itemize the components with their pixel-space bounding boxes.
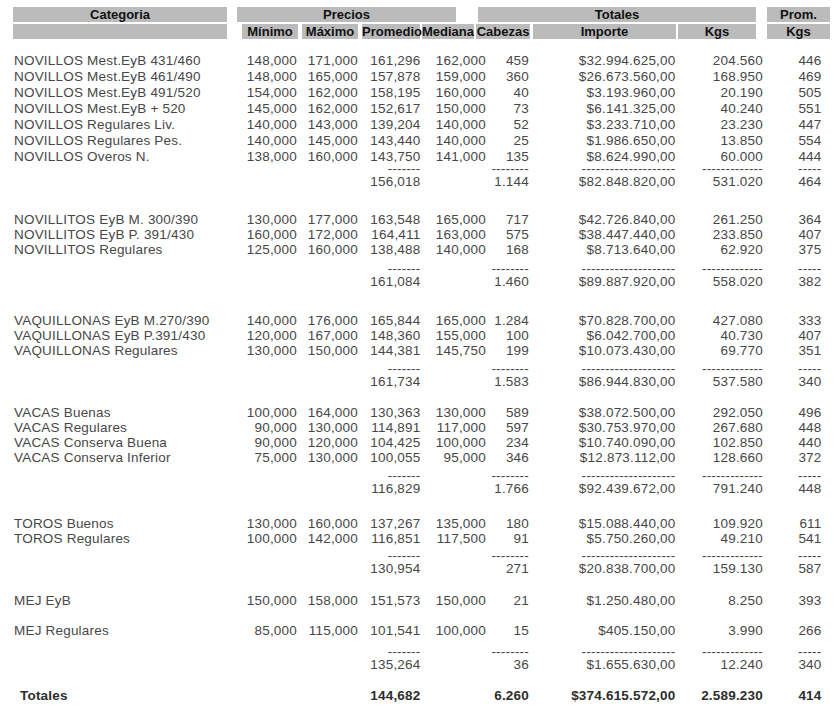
dash-cab: -------- (369, 549, 529, 562)
value-pkg: 554 (662, 134, 822, 147)
category-label: TOROS Buenos (14, 517, 114, 530)
value-pkg: 393 (662, 594, 822, 607)
value-pkg: 340 (662, 375, 822, 388)
value-pkg: 447 (662, 118, 822, 131)
value-cab: 717 (369, 213, 529, 226)
dash-pkg: ----- (662, 469, 822, 482)
value-pkg: 551 (662, 102, 822, 115)
header-categoria-spacer (13, 24, 227, 39)
value-cab: 21 (369, 594, 529, 607)
value-pkg: 505 (662, 86, 822, 99)
value-cab: 25 (369, 134, 529, 147)
category-label: MEJ Regulares (14, 624, 109, 637)
value-pkg: 448 (662, 482, 822, 495)
value-pkg: 266 (662, 624, 822, 637)
value-pkg: 340 (662, 658, 822, 671)
value-cab: 589 (369, 406, 529, 419)
value-cab: 1.460 (369, 275, 529, 288)
value-cab: 180 (369, 517, 529, 530)
value-cab: 459 (369, 54, 529, 67)
market-report-table: Categoria Precios Totales Prom. Mínimo M… (0, 0, 838, 728)
value-cab: 15 (369, 624, 529, 637)
value-pkg: 351 (662, 344, 822, 357)
value-pkg: 440 (662, 436, 822, 449)
header-maximo: Máximo (302, 24, 358, 39)
value-cab: 234 (369, 436, 529, 449)
value-cab: 1.583 (369, 375, 529, 388)
value-cab: 1.766 (369, 482, 529, 495)
value-pkg: 407 (662, 329, 822, 342)
value-cab: 168 (369, 243, 529, 256)
category-label: VACAS Buenas (14, 406, 111, 419)
header-totales: Totales (478, 7, 756, 22)
value-cab: 271 (369, 562, 529, 575)
value-pkg: 382 (662, 275, 822, 288)
value-pkg: 372 (662, 451, 822, 464)
value-pkg: 464 (662, 175, 822, 188)
value-cab: 360 (369, 70, 529, 83)
value-pkg: 469 (662, 70, 822, 83)
value-pkg: 541 (662, 532, 822, 545)
dash-pkg: ----- (662, 549, 822, 562)
header-minimo: Mínimo (242, 24, 298, 39)
header-mediana: Mediana (422, 24, 474, 39)
value-pkg: 448 (662, 421, 822, 434)
header-promedio: Promedio (362, 24, 420, 39)
header-importe: Importe (533, 24, 676, 39)
header-prom: Prom. (767, 7, 830, 22)
value-cab: 100 (369, 329, 529, 342)
value-pkg: 496 (662, 406, 822, 419)
value-cab: 6.260 (369, 689, 529, 702)
header-kgs: Kgs (678, 24, 756, 39)
value-cab: 36 (369, 658, 529, 671)
value-cab: 73 (369, 102, 529, 115)
dash-cab: -------- (369, 469, 529, 482)
header-precios: Precios (237, 7, 456, 22)
value-pkg: 446 (662, 54, 822, 67)
value-cab: 346 (369, 451, 529, 464)
value-cab: 52 (369, 118, 529, 131)
value-cab: 575 (369, 228, 529, 241)
header-categoria: Categoria (13, 7, 227, 22)
value-pkg: 611 (662, 517, 822, 530)
value-pkg: 587 (662, 562, 822, 575)
header-prom-kgs: Kgs (767, 24, 830, 39)
dash-cab: -------- (369, 645, 529, 658)
value-cab: 199 (369, 344, 529, 357)
value-cab: 40 (369, 86, 529, 99)
dash-pkg: ----- (662, 645, 822, 658)
value-pkg: 414 (662, 689, 822, 702)
value-cab: 597 (369, 421, 529, 434)
value-cab: 91 (369, 532, 529, 545)
value-pkg: 407 (662, 228, 822, 241)
value-pkg: 375 (662, 243, 822, 256)
value-cab: 1.144 (369, 175, 529, 188)
category-label: MEJ EyB (14, 594, 71, 607)
totals-label: Totales (20, 689, 68, 702)
value-pkg: 364 (662, 213, 822, 226)
header-cabezas: Cabezas (476, 24, 530, 39)
category-label: VACAS Regulares (14, 421, 127, 434)
value-cab: 1.284 (369, 314, 529, 327)
category-label: TOROS Regulares (14, 532, 130, 545)
category-label: NOVILLOS Overos N. (14, 150, 150, 163)
value-pkg: 333 (662, 314, 822, 327)
